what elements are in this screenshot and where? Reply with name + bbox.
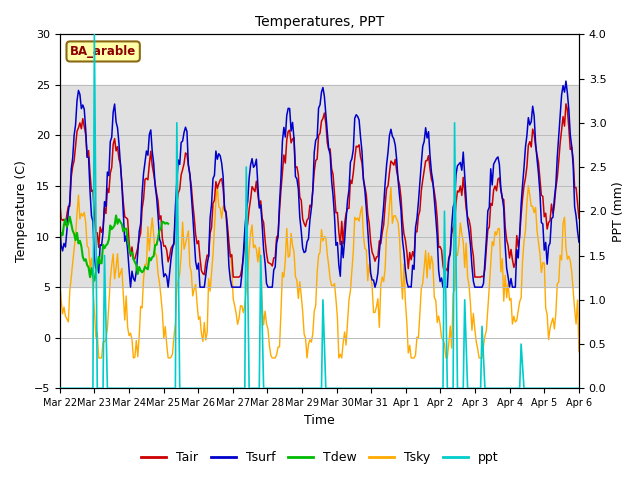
Title: Temperatures, PPT: Temperatures, PPT xyxy=(255,15,384,29)
Bar xyxy=(60,85,579,287)
Y-axis label: Temperature (C): Temperature (C) xyxy=(15,160,28,262)
Legend: Tair, Tsurf, Tdew, Tsky, ppt: Tair, Tsurf, Tdew, Tsky, ppt xyxy=(136,446,504,469)
Y-axis label: PPT (mm): PPT (mm) xyxy=(612,181,625,242)
X-axis label: Time: Time xyxy=(304,414,335,427)
Text: BA_arable: BA_arable xyxy=(70,45,136,58)
